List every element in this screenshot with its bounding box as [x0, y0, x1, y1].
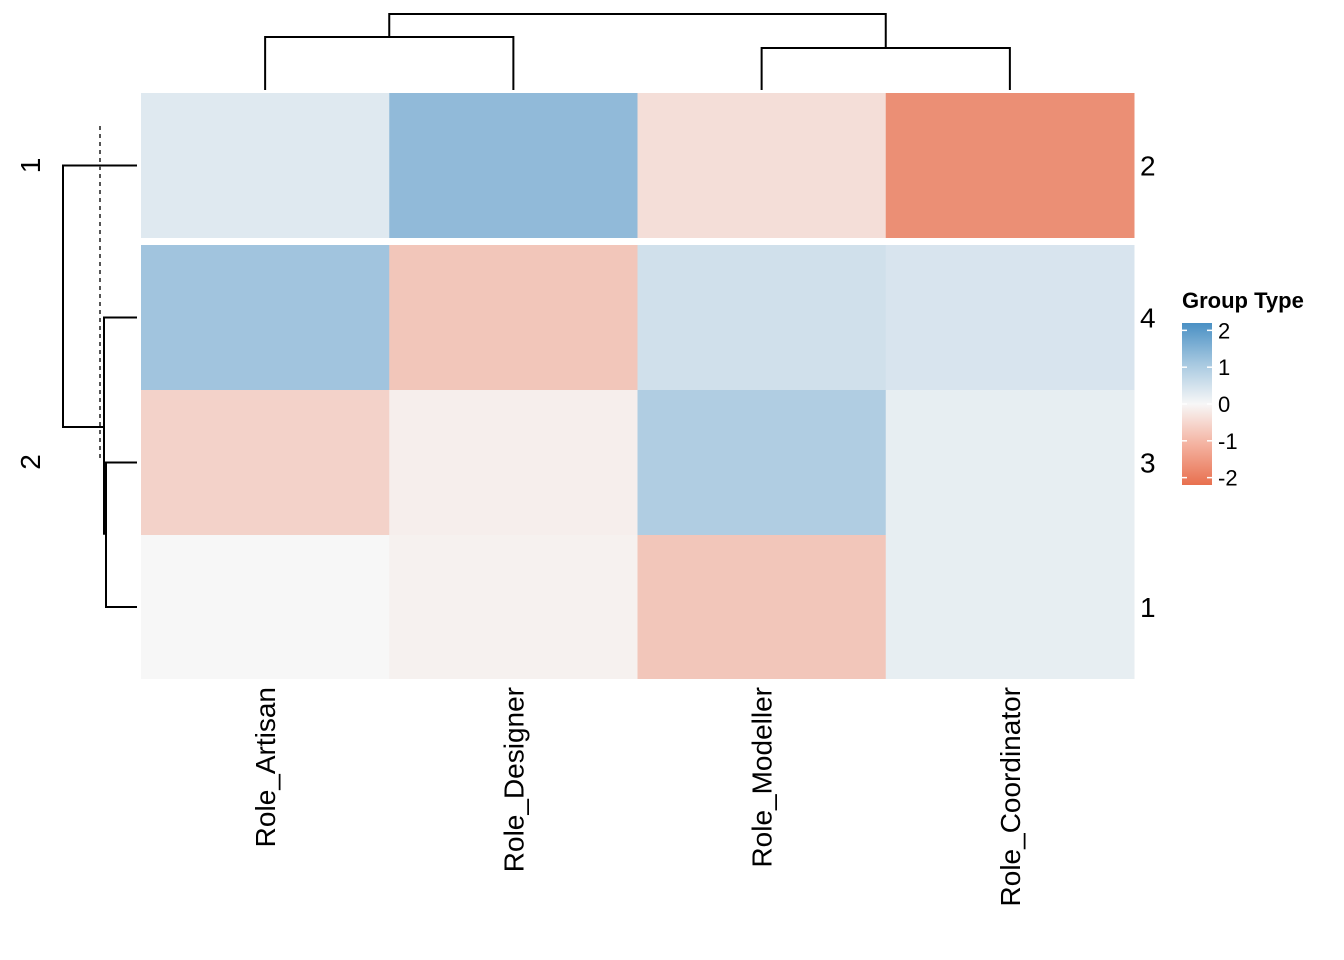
- heatmap-cell: [637, 390, 887, 535]
- legend-tick-label: 1: [1218, 355, 1230, 380]
- dendrogram-branch: [760, 47, 1011, 90]
- heatmap-cells: [141, 93, 1135, 679]
- row-group-labels: 12: [15, 158, 46, 470]
- row-group-label: 1: [15, 158, 46, 174]
- dendrogram-branch: [264, 36, 515, 90]
- row-labels: 2 4 3 1: [1140, 151, 1156, 624]
- heatmap-cell: [141, 535, 390, 679]
- color-legend: Group Type 2 1 0 -1 -2: [1182, 288, 1304, 491]
- heatmap-cell: [885, 535, 1135, 679]
- legend-tick-label: -2: [1218, 466, 1238, 491]
- column-labels: Role_Artisan Role_Designer Role_Modeller Ro…: [250, 687, 1026, 906]
- legend-title: Group Type: [1182, 288, 1304, 313]
- row-label: 2: [1140, 151, 1156, 182]
- heatmap-cell: [389, 390, 638, 535]
- heatmap-cell: [637, 93, 887, 238]
- dendrogram-branch: [105, 461, 137, 608]
- heatmap-cell: [141, 93, 390, 238]
- row-label: 4: [1140, 303, 1156, 334]
- heatmap-cell: [389, 93, 638, 238]
- dendrogram-branch: [103, 316, 137, 535]
- column-dendrogram: [264, 13, 1011, 90]
- dendrogram-branch: [62, 164, 137, 428]
- heatmap-cell: [885, 245, 1135, 390]
- heatmap-cell: [389, 245, 638, 390]
- column-label: Role_Designer: [498, 687, 529, 872]
- column-label: Role_Modeller: [747, 687, 778, 868]
- heatmap-cell: [637, 535, 887, 679]
- heatmap-cell: [885, 93, 1135, 238]
- row-group-label: 2: [15, 454, 46, 470]
- row-label: 1: [1140, 592, 1156, 623]
- column-label: Role_Coordinator: [995, 687, 1026, 906]
- legend-ticks: 2 1 0 -1 -2: [1182, 318, 1238, 491]
- dendrogram-branch: [388, 13, 887, 48]
- legend-tick-label: 0: [1218, 392, 1230, 417]
- legend-tick-label: -1: [1218, 429, 1238, 454]
- heatmap-cell: [637, 245, 887, 390]
- legend-tick-label: 2: [1218, 318, 1230, 343]
- row-dendrogram: [62, 126, 137, 608]
- heatmap-cell: [885, 390, 1135, 535]
- heatmap-cell: [141, 390, 390, 535]
- heatmap-cell: [389, 535, 638, 679]
- column-label: Role_Artisan: [250, 687, 281, 847]
- heatmap-cell: [141, 245, 390, 390]
- row-label: 3: [1140, 448, 1156, 479]
